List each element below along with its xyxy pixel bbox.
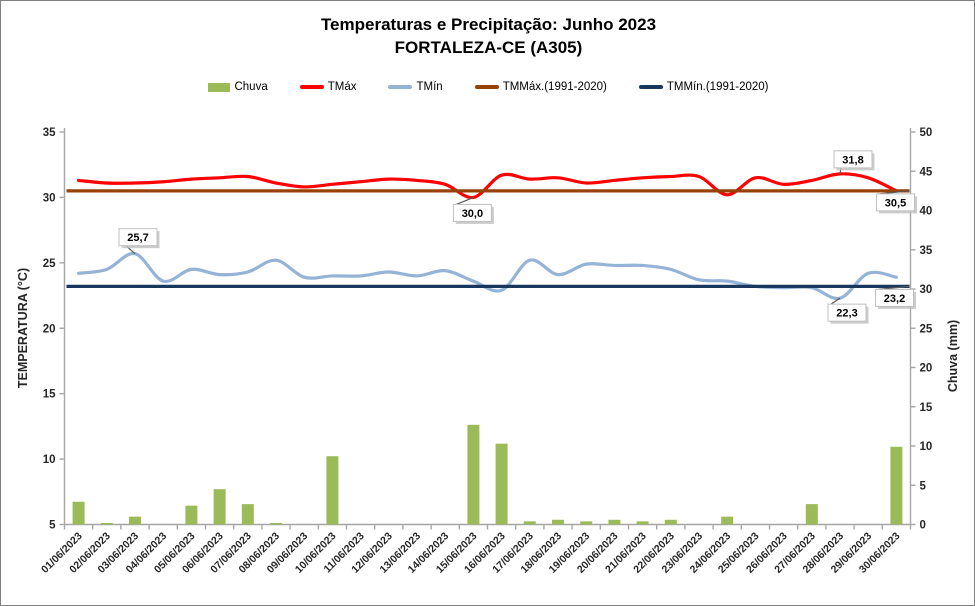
- callout-leader: [830, 297, 841, 305]
- line-tmin: [77, 252, 898, 301]
- y-axis-left-tick-label: 5: [49, 520, 56, 532]
- chart-title: Temperaturas e Precipitação: Junho 2023: [320, 15, 657, 34]
- bar-chuva: [664, 519, 677, 525]
- y-axis-right-tick-label: 20: [920, 363, 933, 375]
- bar-chuva: [326, 456, 339, 525]
- callout-value: 30,0: [462, 208, 483, 220]
- chart-subtitle: FORTALEZA-CE (A305): [394, 38, 583, 57]
- y-axis-left-tick-label: 15: [43, 389, 56, 401]
- y-axis-left-tick-label: 35: [43, 127, 56, 139]
- callout-box: [875, 288, 914, 307]
- bar-chuva: [552, 519, 564, 525]
- y-axis-right-tick-label: 45: [920, 166, 933, 178]
- legend-line-swatch: [388, 85, 413, 89]
- legend-label: TMMín.(1991-2020): [666, 81, 769, 93]
- legend-label: Chuva: [234, 81, 268, 93]
- callout-value: 25,7: [127, 232, 148, 244]
- y-axis-right-tick-label: 5: [920, 480, 927, 492]
- callout-box: [833, 150, 873, 169]
- bar-chuva: [721, 516, 734, 525]
- bar-chuva: [270, 522, 282, 525]
- y-axis-right-tick-label: 10: [920, 441, 933, 453]
- bar-chuva: [213, 489, 226, 525]
- bar-chuva: [100, 522, 113, 525]
- y-axis-left-tick-label: 10: [43, 454, 56, 466]
- bar-chuva: [805, 504, 818, 525]
- callout-box: [827, 303, 867, 322]
- legend-label: TMáx: [327, 81, 357, 93]
- bar-chuva: [185, 505, 198, 525]
- callout-box: [118, 228, 158, 247]
- chart-title-block: Temperaturas e Precipitação: Junho 2023 …: [1, 13, 974, 59]
- bar-chuva: [636, 521, 649, 525]
- bar-chuva: [495, 443, 508, 525]
- bar-chuva: [72, 501, 85, 525]
- legend-bar-swatch: [208, 82, 231, 92]
- callout-value: 23,2: [884, 293, 905, 305]
- legend-label: TMMáx.(1991-2020): [502, 81, 607, 93]
- legend-line-swatch: [638, 85, 663, 89]
- callout-value: 22,3: [836, 308, 857, 320]
- y-axis-right-tick-label: 25: [920, 323, 933, 335]
- line-tmax: [77, 172, 898, 200]
- y-axis-right-tick-label: 15: [920, 402, 933, 414]
- legend-item-3: TMín: [388, 81, 443, 93]
- callout-box: [876, 193, 915, 212]
- legend-line-swatch: [474, 85, 499, 89]
- bar-chuva: [129, 516, 141, 525]
- callout-value: 30,5: [885, 197, 906, 209]
- bar-chuva: [241, 504, 254, 525]
- legend-item-5: TMMín.(1991-2020): [638, 81, 769, 93]
- y-axis-right-tick-label: 50: [920, 127, 933, 139]
- legend-line-swatch: [299, 85, 324, 89]
- y-axis-left-tick-label: 25: [43, 258, 56, 270]
- y-axis-left-tick-label: 30: [43, 192, 56, 204]
- bar-chuva: [580, 521, 593, 525]
- y-axis-right-tick-label: 35: [920, 245, 933, 257]
- y-axis-left-tick-label: 20: [43, 323, 56, 335]
- callout-leader: [456, 196, 474, 205]
- bar-chuva: [890, 446, 903, 525]
- legend: Chuva TMáx TMín TMMáx.(1991-2020) TMMín.(199…: [1, 81, 974, 93]
- callout-box: [452, 203, 492, 222]
- y-axis-right-tick-label: 40: [920, 206, 933, 218]
- legend-item-4: TMMáx.(1991-2020): [474, 81, 607, 93]
- legend-label: TMín: [416, 81, 443, 93]
- bar-chuva: [608, 519, 621, 525]
- y-axis-right-tick-label: 30: [920, 284, 933, 296]
- legend-item-2: TMáx: [299, 81, 357, 93]
- callout-value: 31,8: [842, 154, 863, 166]
- bar-chuva: [523, 521, 536, 525]
- y-axis-right-tick-label: 0: [920, 520, 926, 532]
- bar-chuva: [467, 424, 480, 525]
- legend-item-1: Chuva: [208, 81, 268, 93]
